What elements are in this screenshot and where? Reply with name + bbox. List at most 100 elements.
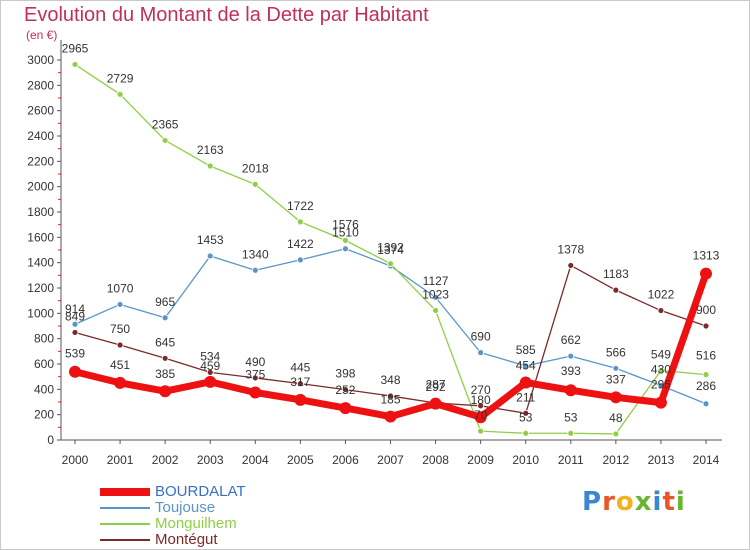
data-point — [654, 396, 667, 409]
data-labels-layer: 539 451 385 459 375 317 252 185 287 180 454 393 337 2… — [62, 41, 720, 424]
data-label: 48 — [609, 411, 623, 425]
data-label: 1510 — [332, 226, 359, 240]
data-point — [161, 354, 169, 362]
data-label: 2365 — [152, 117, 179, 131]
legend-label: Montégut — [155, 531, 218, 548]
legend-item: BOURDALAT — [100, 483, 300, 500]
data-label: 375 — [245, 368, 265, 382]
data-point — [702, 322, 710, 330]
data-label: 70 — [474, 408, 488, 422]
y-tick-label: 200 — [34, 408, 54, 422]
y-tick-label: 1200 — [27, 281, 54, 295]
logo-letter: i — [652, 487, 663, 517]
data-label: 1722 — [287, 199, 314, 213]
series-layer — [69, 61, 712, 438]
x-tick-label: 2011 — [558, 453, 584, 467]
y-tick-label: 800 — [34, 332, 54, 346]
data-label: 965 — [155, 295, 175, 309]
x-tick-label: 2009 — [467, 453, 494, 467]
y-tick-label: 2400 — [27, 129, 54, 143]
y-tick-label: 1600 — [27, 230, 54, 244]
legend-swatch — [100, 539, 150, 541]
data-label: 2018 — [242, 161, 269, 175]
proxiti-logo: Proxiti — [582, 487, 686, 517]
data-point — [657, 307, 665, 314]
data-point — [251, 374, 259, 382]
data-label: 900 — [696, 303, 716, 317]
data-label: 1023 — [422, 287, 449, 301]
x-tick-label: 2007 — [377, 453, 404, 467]
data-label: 451 — [110, 358, 130, 372]
data-label: 348 — [380, 373, 400, 387]
data-point — [702, 371, 710, 379]
y-tick-label: 2000 — [27, 180, 54, 194]
data-label: 1070 — [107, 281, 134, 295]
data-label: 539 — [65, 347, 85, 361]
data-label: 1022 — [648, 288, 675, 302]
data-point — [567, 429, 575, 437]
data-label: 287 — [426, 378, 446, 392]
data-point — [296, 256, 304, 264]
data-label: 445 — [290, 361, 310, 375]
data-label: 662 — [561, 333, 581, 347]
y-tick-label: 1800 — [27, 205, 54, 219]
data-label: 690 — [471, 330, 491, 344]
y-tick-label: 2200 — [27, 154, 54, 168]
data-point — [612, 286, 620, 294]
logo-letter: i — [675, 487, 686, 517]
x-tick-label: 2013 — [648, 453, 675, 467]
data-point — [612, 364, 620, 372]
data-point — [432, 293, 439, 301]
data-point — [612, 430, 620, 438]
x-tick-label: 2008 — [422, 453, 449, 467]
data-label: 337 — [606, 372, 626, 386]
data-point — [609, 391, 622, 404]
data-label: 516 — [696, 349, 716, 363]
x-tick-label: 2012 — [603, 453, 630, 467]
data-label: 286 — [696, 379, 716, 393]
logo-letter: o — [615, 487, 635, 517]
x-tick-label: 2006 — [332, 453, 359, 467]
data-point — [204, 375, 217, 388]
legend-label: Monguilhem — [155, 515, 237, 532]
data-label: 295 — [651, 378, 671, 392]
x-tick-label: 2003 — [197, 453, 224, 467]
data-point — [161, 137, 169, 144]
data-label: 585 — [516, 343, 536, 357]
data-label: 454 — [516, 358, 536, 372]
data-label: 185 — [380, 393, 400, 407]
data-label: 490 — [245, 355, 265, 369]
x-tick-label: 2002 — [152, 453, 179, 467]
data-label: 1378 — [557, 242, 584, 256]
data-label: 2163 — [197, 143, 224, 157]
data-point — [657, 367, 665, 374]
data-label: 393 — [561, 364, 581, 378]
y-tick-label: 400 — [34, 382, 54, 396]
data-point — [251, 266, 259, 274]
data-point — [564, 384, 577, 397]
data-point — [251, 180, 259, 188]
logo-letter: t — [662, 487, 676, 517]
x-tick-label: 2010 — [512, 453, 539, 467]
data-label: 1313 — [693, 249, 720, 263]
data-point — [384, 410, 397, 423]
data-point — [161, 314, 169, 322]
data-label: 459 — [200, 359, 220, 373]
data-point — [702, 400, 710, 408]
data-point — [700, 267, 712, 280]
data-point — [522, 409, 530, 417]
data-point — [296, 380, 304, 388]
legend-item: Montégut — [100, 531, 300, 548]
x-tick-label: 2001 — [107, 453, 134, 467]
y-tick-label: 3000 — [27, 53, 54, 67]
data-point — [159, 385, 172, 398]
data-label: 1127 — [423, 274, 449, 288]
data-point — [387, 260, 394, 268]
x-tick-label: 2005 — [287, 453, 314, 467]
logo-letter: x — [634, 487, 653, 517]
data-point — [567, 352, 575, 360]
data-label: 1453 — [197, 233, 224, 247]
data-label: 1422 — [287, 237, 314, 251]
